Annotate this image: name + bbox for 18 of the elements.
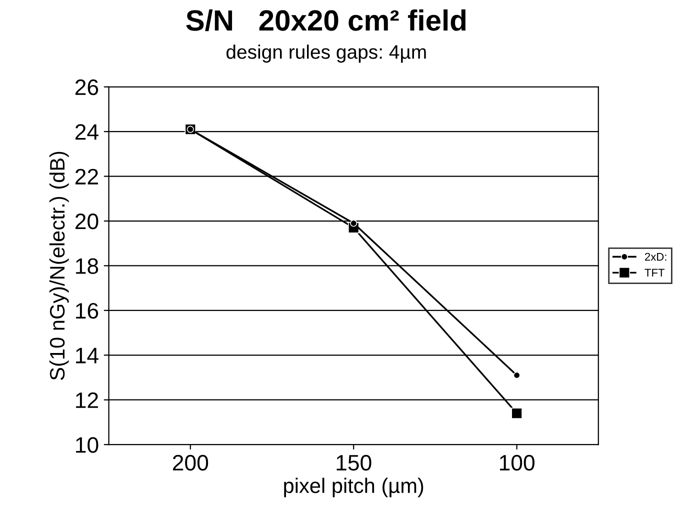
y-tick-label: 26 xyxy=(75,79,98,96)
x-tick-label: 200 xyxy=(172,454,208,471)
y-tick-label: 16 xyxy=(76,302,98,319)
legend-label: TFT xyxy=(644,268,665,277)
y-tick-label: 14 xyxy=(76,348,98,364)
x-axis-title: pixel pitch (µm) xyxy=(284,478,424,498)
legend-label: 2xD: xyxy=(644,252,666,261)
y-tick-label: 24 xyxy=(75,124,98,140)
y-tick-label: 20 xyxy=(75,214,98,230)
y-tick-label: 10 xyxy=(76,437,98,453)
y-tick-label: 18 xyxy=(76,258,98,274)
chart-title: S/N 20x20 cm² field xyxy=(186,9,466,32)
y-tick-label: 22 xyxy=(75,168,98,184)
y-axis-title: S(10 nGy)/N(electr.) (dB) xyxy=(49,152,69,380)
chart-subtitle: design rules gaps: 4µm xyxy=(226,44,426,63)
x-tick-label: 150 xyxy=(336,454,372,471)
x-tick-label: 100 xyxy=(500,454,534,471)
y-tick-label: 12 xyxy=(76,392,98,408)
